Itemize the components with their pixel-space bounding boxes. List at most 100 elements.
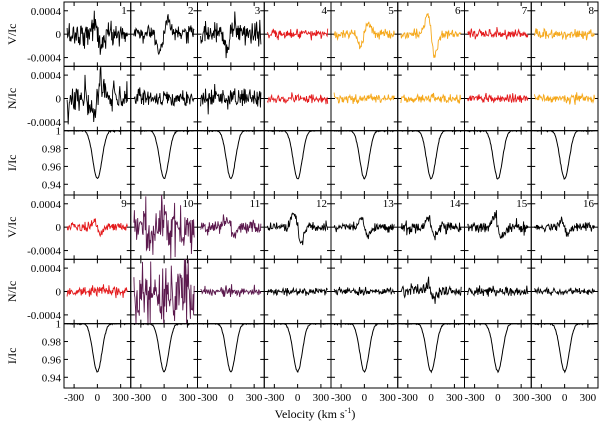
panel	[464, 258, 532, 325]
stokes-v-line	[266, 28, 329, 41]
panel	[130, 322, 198, 389]
panel-frame	[130, 323, 198, 389]
panel-frame	[530, 130, 599, 196]
intensity-line	[534, 322, 596, 374]
panel: 7	[464, 1, 532, 67]
y-tick-label: 0	[56, 29, 62, 41]
panel: 10	[130, 194, 198, 260]
intensity-line	[133, 322, 195, 373]
null-n-line	[534, 286, 595, 296]
panel	[330, 323, 399, 389]
panel-number: 3	[255, 5, 261, 17]
x-tick-label: 300	[513, 392, 530, 404]
x-axis-label: Velocity (km s-1)	[275, 406, 356, 421]
panel	[464, 129, 532, 196]
x-tick-label: -300	[398, 392, 419, 404]
y-tick-label: 0	[56, 287, 62, 299]
stokes-v-line	[467, 27, 529, 40]
panel-number: 9	[121, 198, 127, 210]
stokes-v-line	[66, 218, 128, 238]
panel: 3	[197, 1, 265, 67]
intensity-line	[267, 323, 328, 373]
panel-frame	[397, 323, 465, 389]
y-tick-label: 0	[56, 94, 62, 106]
x-tick-label: -300	[198, 392, 219, 404]
panel	[464, 323, 532, 389]
panel-frame	[63, 323, 132, 389]
panel: 13	[330, 194, 399, 260]
panel	[397, 130, 465, 196]
intensity-line	[200, 323, 261, 373]
panel	[197, 323, 265, 389]
null-n-line	[66, 284, 128, 299]
intensity-line	[400, 322, 462, 374]
null-n-line	[200, 83, 262, 115]
x-tick-label: 300	[179, 392, 196, 404]
y-tick-label: 0	[56, 222, 62, 234]
panel-number: 8	[589, 5, 595, 17]
y-tick-label: 0.98	[42, 144, 62, 156]
stokes-v-line	[133, 14, 195, 56]
x-tick-label: -300	[331, 392, 352, 404]
panel-number: 1	[121, 5, 127, 17]
row-label: I/Ic	[5, 348, 19, 365]
panel-number: 13	[383, 198, 395, 210]
x-tick-label: 0	[95, 392, 101, 404]
stokes-v-line	[400, 13, 462, 58]
x-tick-label: 300	[246, 392, 263, 404]
x-tick-label: 300	[580, 392, 597, 404]
panel	[397, 258, 465, 325]
x-tick-label: -300	[465, 392, 486, 404]
stokes-v-line	[333, 21, 395, 50]
null-n-line	[266, 286, 328, 297]
panel-number: 15	[516, 198, 528, 210]
y-tick-label: 0.96	[42, 161, 62, 173]
null-n-line	[267, 92, 329, 105]
null-n-line	[333, 92, 395, 105]
panel: 5	[330, 1, 399, 67]
y-tick-label: 0.94	[42, 372, 62, 384]
panel-frame	[197, 130, 265, 196]
null-n-line	[467, 92, 529, 104]
panel	[530, 258, 599, 325]
panel: 8	[530, 1, 599, 67]
panel	[263, 65, 332, 132]
y-tick-label: 0.0004	[31, 6, 62, 18]
panel: 6	[397, 1, 465, 67]
panel: 14	[397, 194, 465, 260]
panel-frame	[464, 130, 532, 196]
panel: 11	[197, 194, 265, 260]
panel	[397, 65, 465, 132]
y-tick-labels: 0.00040-0.00040.00040-0.000410.980.960.9…	[27, 6, 61, 385]
panel-number: 12	[316, 198, 327, 210]
y-tick-label: -0.0004	[27, 117, 61, 129]
y-tick-label: 0.0004	[31, 199, 62, 211]
y-axis-labels: V/Ic N/Ic I/Ic V/Ic N/Ic I/Ic	[5, 24, 19, 365]
panel-number: 7	[522, 5, 528, 17]
x-tick-label: 0	[428, 392, 434, 404]
panel: 2	[130, 1, 198, 67]
panel-frame	[263, 323, 332, 389]
panel	[63, 129, 132, 196]
x-tick-label: 0	[562, 392, 568, 404]
intensity-line	[467, 129, 529, 180]
panel	[130, 258, 198, 325]
stokes-v-line	[133, 194, 195, 259]
panel: 15	[464, 194, 532, 260]
x-tick-labels: -300 0 300 -300 0 300 -300 0 300 -300 0 300 -300 0 300…	[64, 392, 597, 404]
y-tick-label: -0.0004	[27, 310, 61, 322]
panel	[197, 130, 265, 196]
intensity-line	[133, 129, 195, 180]
panel-grid: 1 2 3 4 5 6 7 89 10 11 12 13 14 15 16	[63, 1, 599, 389]
panel	[530, 65, 599, 132]
panel	[397, 322, 465, 389]
y-tick-label: 1	[56, 319, 62, 331]
x-tick-label: 300	[313, 392, 330, 404]
panel-frame	[63, 130, 132, 196]
null-n-line	[333, 286, 395, 296]
panel-number: 11	[250, 198, 261, 210]
panel-number: 5	[388, 5, 394, 17]
y-tick-label: -0.0004	[27, 53, 61, 65]
x-tick-label: -300	[64, 392, 85, 404]
x-tick-label: -300	[131, 392, 152, 404]
